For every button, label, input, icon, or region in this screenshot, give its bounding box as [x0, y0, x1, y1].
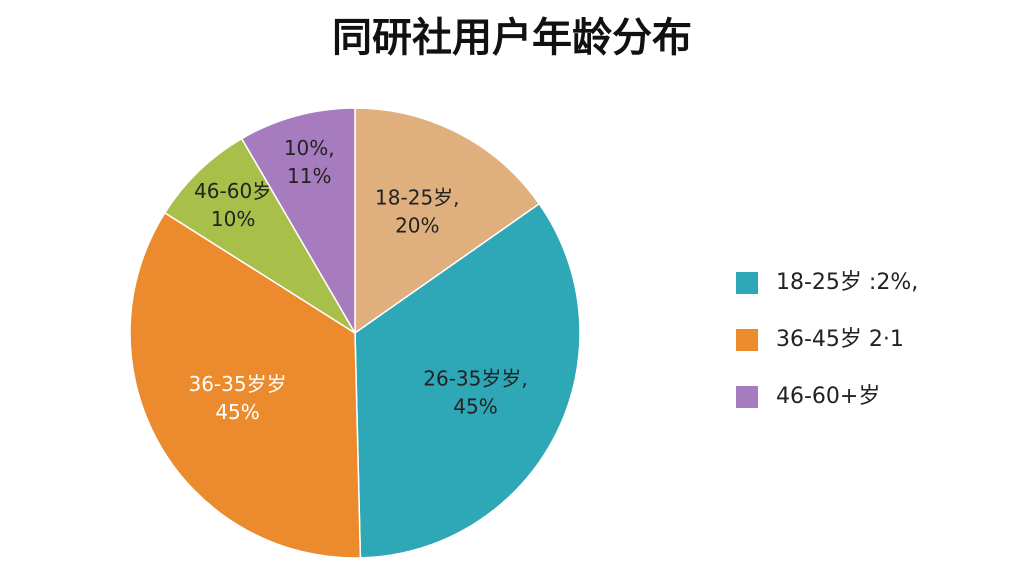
slice-value-label: 20%	[395, 214, 439, 238]
legend-swatch	[736, 386, 758, 408]
slice-label: 46-60岁	[194, 179, 272, 203]
slice-label: 10%,	[284, 136, 335, 160]
slice-value-label: 45%	[453, 394, 497, 418]
pie-slice	[163, 137, 356, 334]
legend-label: 46-60+岁	[776, 384, 880, 409]
slice-value-label: 10%	[211, 207, 255, 231]
pie-slice	[240, 107, 356, 336]
legend-swatch	[736, 272, 758, 294]
slice-value-label: 11%	[287, 164, 331, 188]
slice-label: 26-35岁岁,	[423, 366, 527, 390]
slice-label: 18-25岁,	[375, 186, 459, 210]
slice-label: 36-35岁岁	[188, 372, 286, 396]
slice-value-label: 45%	[215, 400, 259, 424]
legend-label: 36-45岁 2·1	[776, 327, 904, 352]
pie-slice	[129, 211, 362, 559]
pie-slice	[354, 202, 581, 559]
legend-swatch	[736, 329, 758, 351]
pie-slice	[354, 107, 541, 335]
legend-label: 18-25岁 :2%,	[776, 270, 918, 295]
chart-title: 同研社用户年龄分布	[332, 15, 692, 61]
